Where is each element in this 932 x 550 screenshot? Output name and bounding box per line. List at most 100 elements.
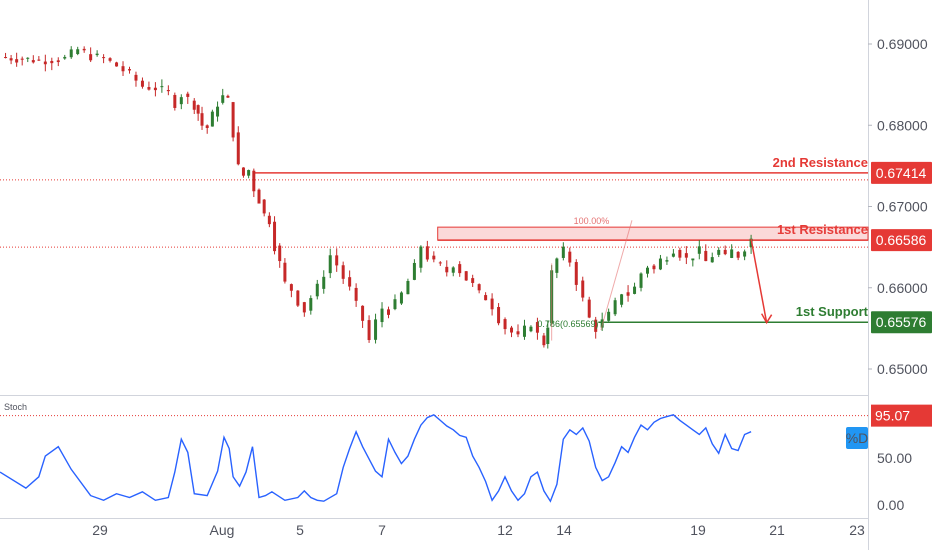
candle-body — [31, 60, 35, 63]
level-price-tag-text: 0.67414 — [876, 165, 927, 181]
candle-body — [568, 251, 572, 263]
time-tick-label: 7 — [378, 522, 386, 538]
candle-body — [82, 48, 86, 51]
candle-body — [613, 300, 617, 315]
candle-body — [535, 322, 539, 333]
time-tick-label: 12 — [497, 522, 513, 538]
candle-body — [691, 258, 695, 261]
candle-body — [315, 283, 319, 297]
candle-body — [387, 309, 390, 315]
candle-body — [445, 266, 449, 273]
candle-body — [140, 80, 144, 87]
candle-body — [231, 102, 235, 138]
candle-body — [484, 295, 488, 301]
candle-body — [361, 305, 365, 321]
candle-body — [247, 170, 251, 176]
candle-body — [241, 167, 245, 176]
candle-body — [464, 271, 468, 281]
candle-body — [210, 111, 214, 127]
candle-body — [200, 113, 204, 126]
candle-body — [555, 258, 559, 273]
candle-body — [160, 86, 164, 88]
candle-body — [516, 331, 520, 335]
candle-body — [646, 267, 649, 274]
candle-body — [56, 60, 60, 63]
candle-body — [730, 249, 734, 258]
stoch-d-badge[interactable] — [846, 427, 868, 449]
candle-body — [510, 327, 514, 333]
level-label: 1st Support — [796, 304, 869, 319]
candle-body — [451, 267, 455, 273]
candle-body — [743, 251, 747, 257]
candle-body — [20, 58, 24, 60]
time-tick-label: 21 — [769, 522, 785, 538]
candle-body — [697, 246, 701, 254]
candle-body — [490, 298, 494, 310]
time-tick-label: 5 — [296, 522, 304, 538]
candle-body — [186, 93, 190, 97]
candle-body — [102, 57, 106, 59]
candle-body — [153, 87, 157, 91]
candle-body — [236, 132, 240, 165]
candle-body — [458, 264, 462, 274]
candle-body — [121, 66, 125, 72]
candle-body — [522, 325, 526, 337]
level-label: 2nd Resistance — [773, 155, 868, 170]
candle-body — [302, 302, 306, 313]
candle-body — [179, 97, 183, 105]
candle-body — [328, 255, 332, 274]
candle-body — [216, 106, 220, 117]
candle-body — [273, 221, 277, 252]
candle-body — [639, 273, 643, 288]
time-tick-label: Aug — [210, 522, 235, 538]
candle-body — [633, 286, 637, 294]
candle-body — [607, 311, 611, 321]
candle-body — [108, 58, 112, 61]
candle-body — [561, 246, 565, 258]
candle-body — [665, 260, 669, 262]
candle-body — [76, 49, 80, 55]
candle-body — [393, 299, 397, 310]
candle-body — [37, 59, 41, 61]
fib-786-label: 0.786(0.65569) — [537, 319, 598, 329]
candle-body — [43, 61, 47, 65]
candle-body — [296, 290, 300, 306]
candle-body — [503, 319, 507, 330]
time-tick-label: 29 — [92, 522, 108, 538]
level-label: 1st Resistance — [777, 222, 868, 237]
level-price-tag-text: 0.65576 — [876, 314, 927, 330]
candle-body — [226, 95, 230, 98]
candle-body — [399, 292, 403, 304]
candle-body — [704, 250, 708, 262]
level-price-tag — [871, 161, 932, 184]
candle-body — [717, 249, 721, 255]
candle-body — [412, 262, 416, 280]
candle-body — [594, 319, 598, 332]
stoch-tick-label: 0.00 — [877, 497, 904, 513]
stoch-label: Stoch — [4, 402, 27, 412]
candle-body — [335, 255, 339, 266]
stoch-value-tag — [871, 404, 932, 427]
price-tick-label: 0.67000 — [877, 199, 928, 215]
candle-body — [542, 335, 546, 346]
candle-body — [432, 255, 436, 260]
candle-body — [134, 74, 138, 81]
candle-body — [438, 262, 442, 264]
candle-body — [406, 280, 410, 295]
candle-body — [529, 326, 533, 332]
candle-body — [678, 249, 682, 258]
stoch-d-badge-text: %D — [846, 430, 869, 446]
candle-body — [684, 253, 688, 258]
candle-body — [620, 294, 624, 305]
candle-body — [283, 262, 287, 282]
candle-body — [671, 253, 675, 257]
candle-body — [710, 257, 714, 263]
time-tick-label: 14 — [556, 522, 572, 538]
level-price-tag-text: 0.66586 — [876, 232, 927, 248]
candle-body — [26, 57, 30, 59]
candle-body — [267, 215, 271, 225]
candle-body — [309, 298, 313, 311]
candle-body — [252, 170, 256, 192]
level-price-tag — [871, 229, 932, 252]
